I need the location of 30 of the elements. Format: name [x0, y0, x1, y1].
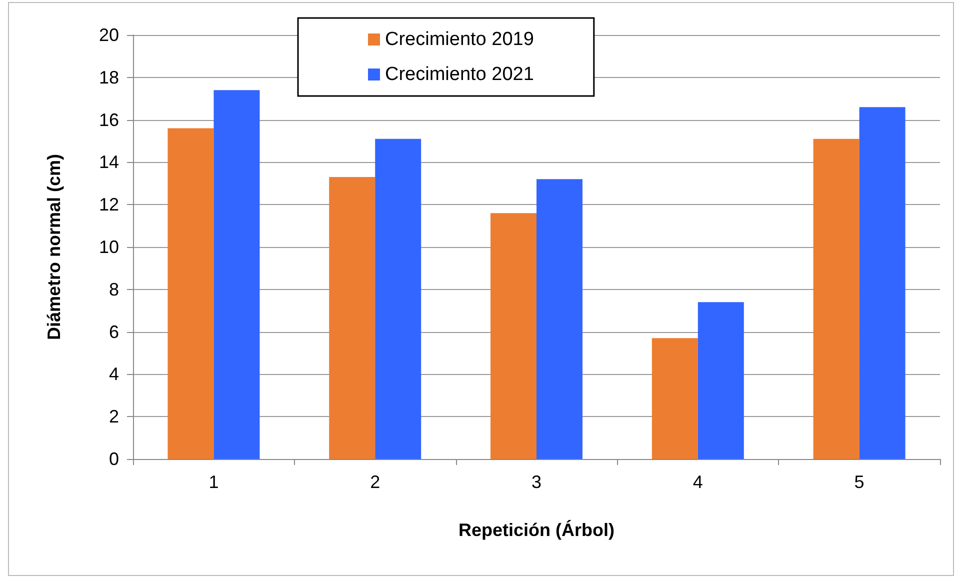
bar	[698, 302, 744, 459]
bar	[490, 213, 536, 459]
x-tick-label: 1	[208, 472, 219, 492]
bar	[652, 338, 698, 459]
x-tick-label: 3	[531, 472, 542, 492]
bar	[813, 138, 860, 459]
bar	[859, 107, 906, 459]
y-axis-title: Diámetro normal (cm)	[44, 154, 64, 340]
bar	[214, 90, 260, 459]
y-tick-label: 12	[98, 194, 119, 215]
y-tick-label: 14	[98, 152, 119, 172]
legend-label: Crecimiento 2021	[385, 64, 534, 85]
y-tick-label: 4	[108, 364, 119, 384]
y-tick-label: 10	[98, 237, 119, 257]
legend-label: Crecimiento 2019	[385, 29, 534, 50]
x-tick-label: 4	[692, 472, 703, 492]
bar	[536, 179, 582, 459]
bar	[329, 177, 376, 459]
y-tick-label: 16	[98, 110, 119, 130]
y-tick-label: 6	[108, 322, 119, 342]
y-tick-label: 2	[108, 406, 119, 427]
x-tick-label: 2	[370, 472, 380, 492]
y-tick-label: 0	[108, 449, 119, 469]
x-tick-label: 5	[854, 472, 864, 492]
y-tick-label: 18	[98, 67, 119, 88]
x-axis-title: Repetición (Árbol)	[458, 520, 615, 540]
y-tick-label: 8	[108, 279, 119, 300]
y-tick-label: 20	[98, 25, 119, 45]
bar	[168, 128, 214, 459]
bar	[375, 138, 422, 459]
